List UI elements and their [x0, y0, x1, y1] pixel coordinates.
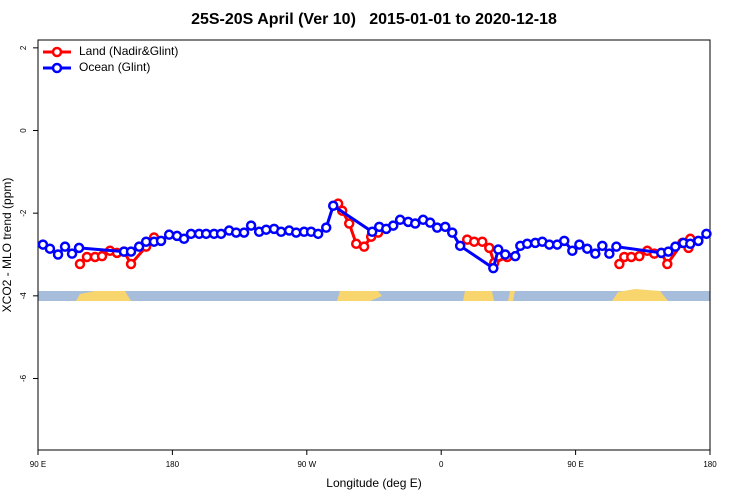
point — [477, 236, 488, 247]
point — [581, 243, 593, 254]
point — [59, 241, 71, 252]
point — [663, 246, 674, 257]
x-tick-label: 180 — [703, 460, 717, 469]
land-strip — [337, 291, 382, 301]
legend-label: Ocean (Glint) — [79, 60, 150, 74]
point — [614, 258, 625, 270]
point — [163, 229, 175, 240]
land-strip — [463, 291, 494, 301]
point — [394, 214, 406, 226]
point — [155, 235, 167, 247]
point — [275, 226, 287, 238]
x-tick-label: 90 E — [30, 460, 46, 469]
point — [510, 250, 521, 262]
point — [454, 240, 466, 252]
point — [634, 250, 645, 262]
point — [670, 241, 681, 252]
point — [685, 238, 696, 250]
point — [388, 220, 399, 231]
land-strip — [612, 289, 668, 301]
point — [178, 233, 190, 245]
point — [424, 217, 436, 228]
surface-strip — [38, 289, 710, 301]
point — [604, 248, 615, 259]
point — [468, 236, 480, 247]
point — [439, 221, 451, 233]
point — [125, 246, 137, 257]
x-tick-label: 90 W — [297, 460, 316, 469]
point — [701, 228, 712, 240]
x-axis-label: Longitude (deg E) — [326, 476, 421, 490]
x-tick-label: 180 — [166, 460, 180, 469]
point — [96, 250, 108, 262]
point — [215, 228, 227, 240]
y-tick-label: 2 — [19, 45, 28, 50]
point — [74, 258, 86, 270]
land-strip — [508, 291, 515, 301]
y-tick-label: -4 — [19, 292, 28, 300]
x-tick-label: 0 — [439, 460, 444, 469]
point — [125, 258, 137, 270]
y-tick-label: -6 — [19, 374, 28, 382]
y-tick-label: 0 — [19, 128, 28, 133]
legend-marker — [51, 62, 63, 74]
point — [81, 251, 93, 263]
point — [409, 218, 421, 229]
point — [611, 241, 622, 252]
point — [559, 235, 570, 247]
point — [492, 244, 504, 255]
legend-marker — [51, 46, 63, 58]
point — [488, 262, 499, 274]
point — [73, 242, 85, 254]
point — [366, 226, 378, 238]
point — [597, 240, 608, 252]
point — [567, 245, 578, 257]
point — [500, 249, 511, 260]
point — [327, 200, 339, 211]
point — [52, 249, 64, 260]
land-strip — [76, 291, 131, 301]
legend-label: Land (Nadir&Glint) — [79, 44, 178, 58]
point — [343, 218, 355, 229]
point — [133, 241, 145, 252]
point — [238, 227, 250, 238]
y-tick-label: -2 — [19, 209, 28, 217]
point — [44, 243, 56, 254]
point — [320, 222, 332, 233]
point — [484, 242, 495, 254]
point — [662, 258, 673, 270]
chart-title: 25S-20S April (Ver 10) 2015-01-01 to 202… — [191, 11, 557, 28]
point — [312, 228, 324, 240]
y-axis-label: XCO2 - MLO trend (ppm) — [0, 178, 14, 313]
point — [521, 238, 533, 250]
point — [358, 241, 370, 252]
point — [626, 251, 637, 263]
point — [447, 227, 458, 238]
point — [590, 248, 601, 259]
point — [693, 235, 704, 247]
point — [185, 228, 197, 240]
x-tick-label: 90 E — [567, 460, 583, 469]
point — [574, 239, 585, 250]
point — [245, 220, 257, 231]
point — [431, 222, 443, 233]
point — [66, 248, 78, 259]
